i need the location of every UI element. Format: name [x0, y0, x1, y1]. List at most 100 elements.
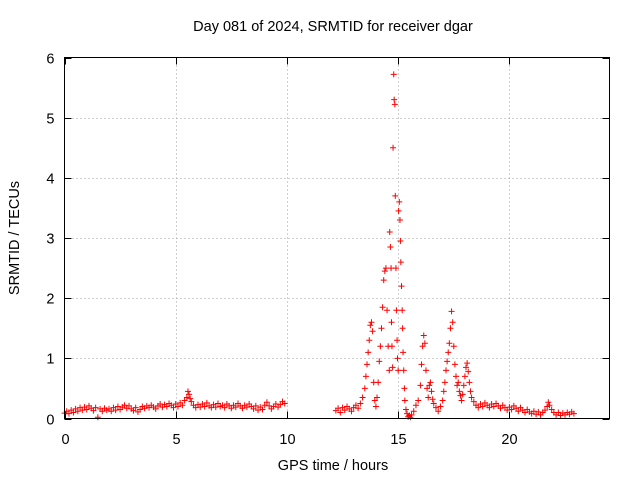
data-point	[388, 343, 395, 350]
data-point	[386, 367, 393, 374]
data-point	[435, 408, 442, 415]
data-point	[541, 407, 548, 414]
y-tick-label: 5	[46, 112, 54, 128]
data-point	[130, 407, 137, 414]
data-point	[530, 408, 537, 415]
data-point	[570, 410, 577, 417]
data-point	[535, 408, 542, 415]
data-point	[259, 406, 266, 413]
data-point	[74, 408, 81, 415]
data-point	[252, 402, 259, 409]
data-point	[449, 319, 456, 326]
data-point	[152, 405, 159, 412]
data-point	[410, 408, 417, 415]
data-point	[504, 407, 511, 414]
data-point	[366, 337, 373, 344]
data-point	[441, 379, 448, 386]
data-point	[392, 265, 399, 272]
data-point	[546, 402, 553, 409]
data-point	[424, 385, 431, 392]
data-point	[464, 360, 471, 367]
data-point	[470, 398, 477, 405]
data-point	[439, 397, 446, 404]
data-point	[378, 325, 385, 332]
data-point	[396, 216, 403, 223]
data-point	[121, 402, 128, 409]
data-point	[163, 403, 170, 410]
data-point	[447, 325, 454, 332]
data-point	[419, 343, 426, 350]
data-point	[401, 397, 408, 404]
data-point	[179, 402, 186, 409]
data-point	[201, 403, 208, 410]
data-point	[448, 308, 455, 315]
data-point	[425, 394, 432, 401]
plot-frame	[64, 57, 610, 419]
data-point	[384, 307, 391, 314]
data-point	[430, 400, 437, 407]
data-point	[387, 244, 394, 251]
data-point	[365, 349, 372, 356]
data-point	[463, 364, 470, 371]
data-point	[427, 379, 434, 386]
y-tick-label: 6	[46, 52, 54, 68]
data-point	[490, 403, 497, 410]
data-point	[335, 405, 342, 412]
data-point	[555, 409, 562, 416]
data-point	[114, 403, 121, 410]
data-point	[458, 397, 465, 404]
data-point	[132, 404, 139, 411]
data-point	[420, 332, 427, 339]
y-tick-label: 0	[46, 413, 54, 429]
data-point	[374, 394, 381, 401]
data-point	[394, 355, 401, 362]
data-point	[412, 402, 419, 409]
data-point	[389, 364, 396, 371]
data-point	[181, 397, 188, 404]
data-point	[65, 410, 72, 417]
data-point	[92, 404, 99, 411]
data-point	[454, 382, 461, 389]
data-point	[443, 367, 449, 374]
data-point	[397, 259, 404, 266]
data-point	[359, 394, 366, 401]
data-point	[417, 382, 424, 389]
data-point	[451, 361, 458, 368]
data-point	[186, 391, 193, 398]
data-point	[203, 399, 210, 406]
data-point	[395, 367, 402, 374]
data-point	[183, 394, 190, 401]
data-point	[372, 403, 379, 410]
x-tick-label: 0	[61, 432, 69, 448]
data-point	[388, 319, 395, 326]
data-point	[391, 101, 398, 108]
data-point	[386, 228, 393, 235]
data-point	[392, 192, 399, 199]
data-point	[362, 373, 369, 380]
data-point	[508, 406, 515, 413]
data-point	[408, 411, 415, 418]
data-point	[108, 408, 115, 415]
data-point	[460, 382, 467, 389]
data-point	[184, 388, 191, 395]
data-point	[157, 401, 164, 408]
data-point	[421, 340, 428, 347]
data-point	[515, 408, 522, 415]
y-tick-label: 2	[46, 292, 54, 308]
data-point	[380, 277, 387, 284]
data-point	[497, 405, 504, 412]
x-tick-label: 20	[501, 432, 517, 448]
data-point	[440, 388, 447, 395]
data-point	[479, 403, 486, 410]
data-point	[446, 340, 453, 347]
data-point	[399, 307, 406, 314]
data-point	[513, 405, 520, 412]
data-point	[422, 367, 429, 374]
data-point	[455, 379, 462, 386]
data-point	[456, 388, 463, 395]
data-point	[214, 400, 221, 407]
data-point	[393, 307, 400, 314]
data-point	[187, 395, 194, 402]
